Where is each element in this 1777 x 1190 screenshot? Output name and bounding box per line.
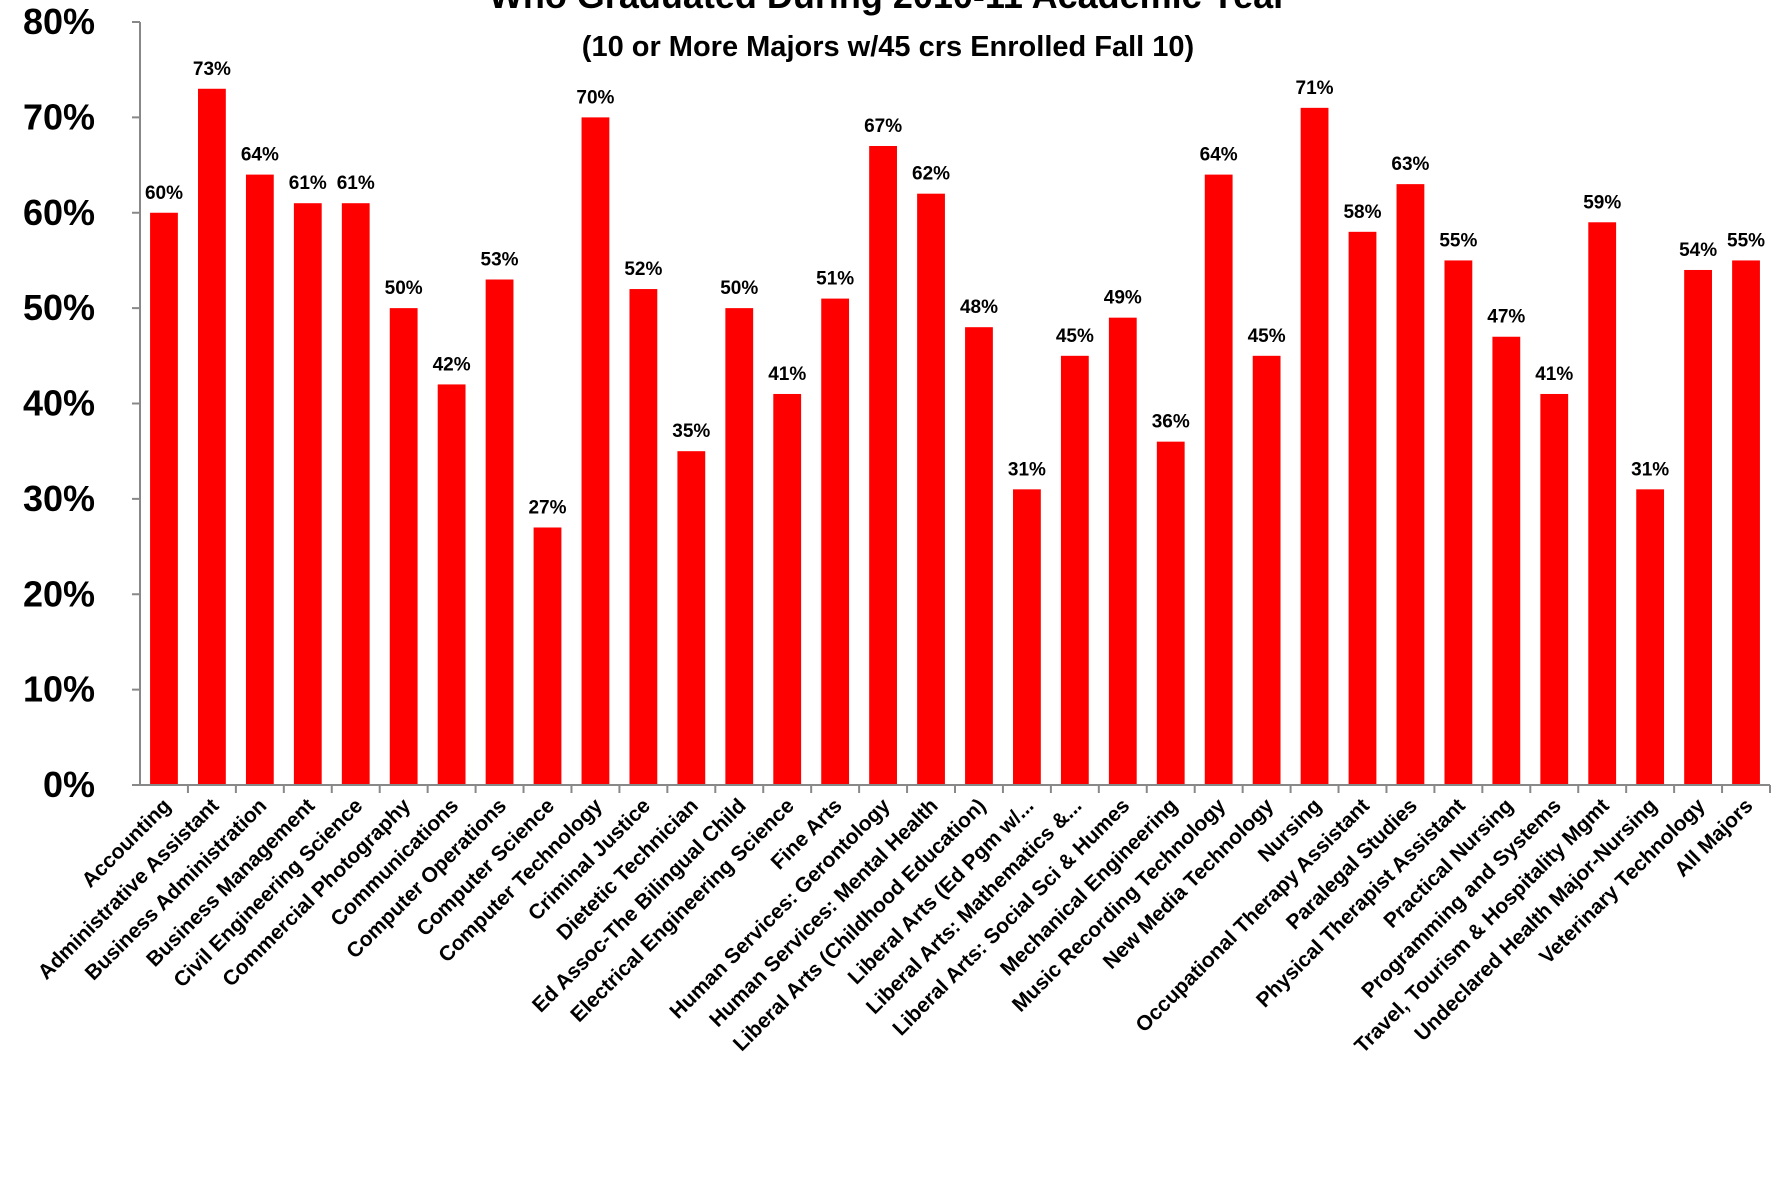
bar — [1444, 260, 1473, 785]
data-label: 31% — [1008, 459, 1046, 480]
bar — [1588, 222, 1617, 786]
data-label: 53% — [481, 250, 519, 271]
bar — [389, 308, 418, 785]
y-tick-label: 80% — [23, 1, 95, 42]
data-label: 54% — [1679, 240, 1717, 261]
bar — [1300, 107, 1329, 785]
bar — [965, 327, 993, 785]
data-label: 73% — [193, 59, 231, 80]
data-label: 59% — [1583, 192, 1621, 213]
chart-title: Who Graduated During 2010-11 Academic Ye… — [489, 0, 1287, 16]
chart-subtitle: (10 or More Majors w/45 crs Enrolled Fal… — [582, 31, 1194, 63]
data-label: 36% — [1152, 412, 1190, 433]
bar — [1156, 441, 1185, 785]
data-label: 51% — [816, 269, 854, 290]
bar — [1732, 260, 1760, 785]
y-axis: 0% 10% 20% 30% 40% 50% 60% 70% 80% — [23, 1, 141, 805]
bar — [1636, 489, 1665, 785]
bar — [1252, 355, 1281, 785]
bar — [629, 289, 658, 785]
bar — [1060, 355, 1089, 785]
data-label: 27% — [528, 497, 566, 518]
data-label: 67% — [864, 116, 902, 137]
bar — [1684, 269, 1712, 786]
data-label: 49% — [1104, 288, 1142, 309]
bar — [1108, 317, 1137, 785]
y-tick-label: 30% — [23, 478, 95, 519]
data-label: 58% — [1343, 202, 1381, 223]
data-label: 48% — [960, 297, 998, 318]
bar — [917, 193, 945, 786]
data-label: 47% — [1487, 307, 1525, 328]
y-tick-label: 40% — [23, 383, 95, 424]
data-label: 60% — [145, 183, 183, 204]
bar — [341, 203, 370, 785]
data-label: 70% — [576, 87, 614, 108]
bar — [581, 117, 610, 785]
data-label: 31% — [1631, 459, 1669, 480]
bar — [198, 88, 226, 785]
bar — [1540, 393, 1569, 785]
bar — [1396, 184, 1425, 785]
bar — [150, 212, 178, 785]
y-tick-label: 0% — [43, 764, 95, 805]
data-label: 61% — [337, 173, 375, 194]
bar — [1348, 231, 1377, 785]
bar — [821, 298, 850, 785]
bar — [725, 308, 754, 785]
data-label: 64% — [1200, 145, 1238, 166]
bar — [245, 174, 274, 786]
bar — [485, 279, 514, 785]
data-label: 62% — [912, 164, 950, 185]
data-label: 52% — [624, 259, 662, 280]
data-label: 55% — [1439, 230, 1477, 251]
data-label: 45% — [1248, 326, 1286, 347]
data-label: 71% — [1296, 78, 1334, 99]
bar — [293, 203, 322, 785]
bar — [1013, 489, 1041, 785]
y-tick-label: 60% — [23, 192, 95, 233]
data-label: 41% — [768, 364, 806, 385]
data-label: 41% — [1535, 364, 1573, 385]
bar — [1492, 336, 1521, 785]
y-tick-label: 70% — [23, 96, 95, 137]
bar — [533, 527, 562, 785]
data-label: 61% — [289, 173, 327, 194]
bars-group: 60% 73% 64% 61% 61% 50% 42% 53% 27% 70% 52% 35% 50% 4… — [145, 59, 1765, 786]
data-label: 50% — [720, 278, 758, 299]
y-tick-label: 10% — [23, 669, 95, 710]
data-label: 35% — [672, 421, 710, 442]
data-label: 55% — [1727, 230, 1765, 251]
data-label: 63% — [1391, 154, 1429, 175]
data-label: 50% — [385, 278, 423, 299]
y-tick-label: 50% — [23, 287, 95, 328]
data-label: 45% — [1056, 326, 1094, 347]
bar — [677, 451, 706, 785]
bar — [437, 384, 466, 785]
bar — [1204, 174, 1233, 786]
y-tick-label: 20% — [23, 573, 95, 614]
data-label: 64% — [241, 145, 279, 166]
data-label: 42% — [433, 354, 471, 375]
bar — [773, 393, 802, 785]
bar — [869, 145, 897, 786]
